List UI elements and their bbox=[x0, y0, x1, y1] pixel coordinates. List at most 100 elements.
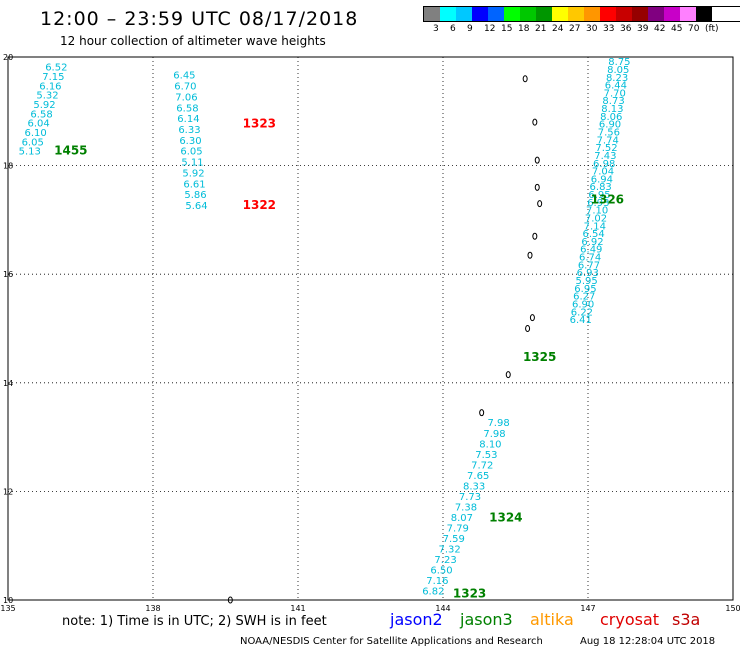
pass-time-label: 1323 bbox=[243, 117, 276, 131]
wave-height-value: 5.64 bbox=[185, 201, 207, 212]
legend-swatch bbox=[424, 7, 440, 21]
wave-height-value: 6.90 bbox=[599, 120, 621, 131]
wave-height-value: 8.75 bbox=[608, 57, 630, 68]
wave-height-value: 6.82 bbox=[422, 587, 444, 598]
wave-height-value: 7.70 bbox=[604, 88, 626, 99]
wave-height-value: 7.59 bbox=[443, 534, 465, 545]
wave-height-value: 7.38 bbox=[455, 502, 477, 513]
wave-height-value: 7.06 bbox=[175, 92, 197, 103]
legend-swatch bbox=[440, 7, 456, 21]
legend-label: 30 bbox=[586, 24, 598, 34]
wave-height-value: 7.10 bbox=[586, 206, 608, 217]
legend-label: 18 bbox=[518, 24, 530, 34]
lat-tick-label: 14 bbox=[3, 379, 13, 388]
legend-label: 21 bbox=[535, 24, 547, 34]
wave-height-value: 8.06 bbox=[600, 112, 622, 123]
footer-credit: NOAA/NESDIS Center for Satellite Applica… bbox=[240, 636, 543, 647]
legend-label: 9 bbox=[467, 24, 473, 34]
satellite-cryosat: cryosat bbox=[600, 610, 660, 629]
wave-height-value: 7.16 bbox=[426, 576, 448, 587]
wave-height-value: 7.52 bbox=[595, 143, 617, 154]
wave-height-value: 6.50 bbox=[430, 566, 452, 577]
pass-time-label: 1326 bbox=[591, 193, 624, 207]
wave-height-value: 6.05 bbox=[22, 137, 44, 148]
legend-swatch bbox=[584, 7, 600, 21]
legend-label: 12 bbox=[484, 24, 496, 34]
island-outline bbox=[505, 371, 511, 379]
legend-swatch bbox=[648, 7, 664, 21]
wave-height-value: 6.77 bbox=[578, 260, 600, 271]
legend-labels: 3 6 9 12 15 18 21 24 27 30 33 36 39 42 45 70 (ft) bbox=[423, 22, 740, 36]
lat-tick-label: 12 bbox=[3, 487, 13, 496]
wave-height-value: 7.65 bbox=[467, 471, 489, 482]
wave-height-value: 6.93 bbox=[587, 198, 609, 209]
legend-swatch bbox=[632, 7, 648, 21]
legend-swatch bbox=[664, 7, 680, 21]
wave-height-value: 6.44 bbox=[605, 81, 627, 92]
island-outline bbox=[529, 314, 535, 322]
legend-swatch bbox=[616, 7, 632, 21]
island-outline bbox=[227, 596, 233, 604]
lon-tick-label: 147 bbox=[580, 604, 595, 613]
legend-swatch bbox=[472, 7, 488, 21]
wave-height-value: 6.49 bbox=[580, 245, 602, 256]
map-title: 12:00 – 23:59 UTC 08/17/2018 bbox=[40, 8, 359, 30]
wave-height-value: 7.53 bbox=[475, 450, 497, 461]
wave-height-value: 8.13 bbox=[601, 104, 623, 115]
wave-height-value: 7.23 bbox=[434, 555, 456, 566]
wave-height-value: 6.14 bbox=[177, 114, 199, 125]
map-frame bbox=[7, 56, 734, 601]
wave-height-value: 6.41 bbox=[570, 315, 592, 326]
lat-tick-label: 10 bbox=[3, 596, 13, 605]
wave-height-value: 7.32 bbox=[439, 544, 461, 555]
wave-height-value: 8.73 bbox=[602, 96, 624, 107]
legend-label: 45 bbox=[671, 24, 683, 34]
wave-height-value: 6.95 bbox=[588, 190, 610, 201]
lat-tick-label: 16 bbox=[3, 270, 13, 279]
legend-label: 33 bbox=[603, 24, 615, 34]
island-outline bbox=[527, 251, 533, 259]
legend-swatch bbox=[504, 7, 520, 21]
island-outline bbox=[522, 75, 528, 83]
wave-height-value: 5.95 bbox=[575, 276, 597, 287]
pass-time-label: 1323 bbox=[453, 586, 486, 600]
pass-time-label: 1455 bbox=[54, 144, 87, 158]
wave-height-value: 6.04 bbox=[27, 119, 49, 130]
legend-label: 42 bbox=[654, 24, 666, 34]
wave-height-value: 7.56 bbox=[598, 127, 620, 138]
lon-tick-label: 144 bbox=[435, 604, 450, 613]
wave-height-value: 5.32 bbox=[36, 91, 58, 102]
legend-unit: (ft) bbox=[705, 24, 719, 34]
wave-height-value: 6.16 bbox=[39, 81, 61, 92]
wave-height-value: 6.70 bbox=[174, 82, 196, 93]
island-outline bbox=[479, 409, 485, 417]
island-outline bbox=[532, 232, 538, 240]
wave-height-value: 6.52 bbox=[45, 63, 67, 74]
legend-label: 36 bbox=[620, 24, 632, 34]
wave-height-value: 6.27 bbox=[573, 292, 595, 303]
legend-label: 70 bbox=[688, 24, 700, 34]
wave-height-value: 8.33 bbox=[463, 481, 485, 492]
wave-height-value: 5.92 bbox=[33, 100, 55, 111]
wave-height-value: 6.93 bbox=[577, 268, 599, 279]
island-outline bbox=[537, 200, 543, 208]
legend-swatch bbox=[456, 7, 472, 21]
wave-height-value: 6.94 bbox=[591, 174, 613, 185]
satellite-jason2: jason2 bbox=[390, 610, 443, 629]
wave-height-value: 6.95 bbox=[574, 284, 596, 295]
legend-swatch bbox=[488, 7, 504, 21]
legend-swatch bbox=[600, 7, 616, 21]
wave-height-value: 7.15 bbox=[42, 72, 64, 83]
legend-swatch bbox=[696, 7, 712, 21]
wave-height-value: 7.73 bbox=[459, 492, 481, 503]
wave-height-value: 6.05 bbox=[180, 147, 202, 158]
wave-height-value: 8.23 bbox=[606, 73, 628, 84]
wave-height-color-legend: 3 6 9 12 15 18 21 24 27 30 33 36 39 42 45 70 (ft) bbox=[423, 6, 740, 36]
wave-height-value: 6.90 bbox=[572, 299, 594, 310]
wave-height-value: 7.14 bbox=[584, 221, 606, 232]
wave-height-value: 6.61 bbox=[183, 179, 205, 190]
wave-height-value: 7.79 bbox=[447, 523, 469, 534]
legend-label: 24 bbox=[552, 24, 564, 34]
wave-height-value: 8.07 bbox=[451, 513, 473, 524]
wave-height-value: 5.13 bbox=[19, 147, 41, 158]
